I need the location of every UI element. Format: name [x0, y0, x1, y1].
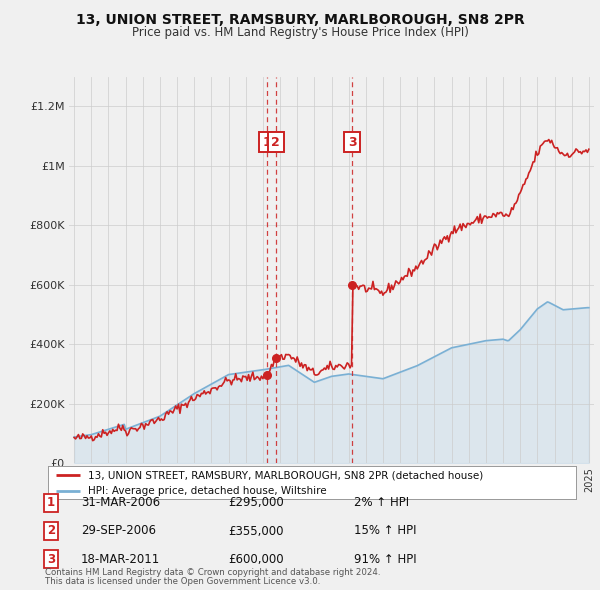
Text: 3: 3 [348, 136, 356, 149]
Text: £295,000: £295,000 [228, 496, 284, 509]
Text: £600,000: £600,000 [228, 553, 284, 566]
Text: This data is licensed under the Open Government Licence v3.0.: This data is licensed under the Open Gov… [45, 578, 320, 586]
Text: £355,000: £355,000 [228, 525, 284, 537]
Text: Price paid vs. HM Land Registry's House Price Index (HPI): Price paid vs. HM Land Registry's House … [131, 26, 469, 39]
Text: 1: 1 [47, 496, 55, 509]
Text: 2: 2 [271, 136, 280, 149]
Text: Contains HM Land Registry data © Crown copyright and database right 2024.: Contains HM Land Registry data © Crown c… [45, 568, 380, 577]
Text: 13, UNION STREET, RAMSBURY, MARLBOROUGH, SN8 2PR: 13, UNION STREET, RAMSBURY, MARLBOROUGH,… [76, 13, 524, 27]
Text: 2% ↑ HPI: 2% ↑ HPI [354, 496, 409, 509]
Text: 91% ↑ HPI: 91% ↑ HPI [354, 553, 416, 566]
Text: 18-MAR-2011: 18-MAR-2011 [81, 553, 160, 566]
Text: 13, UNION STREET, RAMSBURY, MARLBOROUGH, SN8 2PR (detached house): 13, UNION STREET, RAMSBURY, MARLBOROUGH,… [88, 470, 483, 480]
Text: 2: 2 [47, 525, 55, 537]
Text: 15% ↑ HPI: 15% ↑ HPI [354, 525, 416, 537]
Text: 29-SEP-2006: 29-SEP-2006 [81, 525, 156, 537]
Text: 1: 1 [263, 136, 271, 149]
Text: 31-MAR-2006: 31-MAR-2006 [81, 496, 160, 509]
Text: HPI: Average price, detached house, Wiltshire: HPI: Average price, detached house, Wilt… [88, 486, 326, 496]
Text: 3: 3 [47, 553, 55, 566]
